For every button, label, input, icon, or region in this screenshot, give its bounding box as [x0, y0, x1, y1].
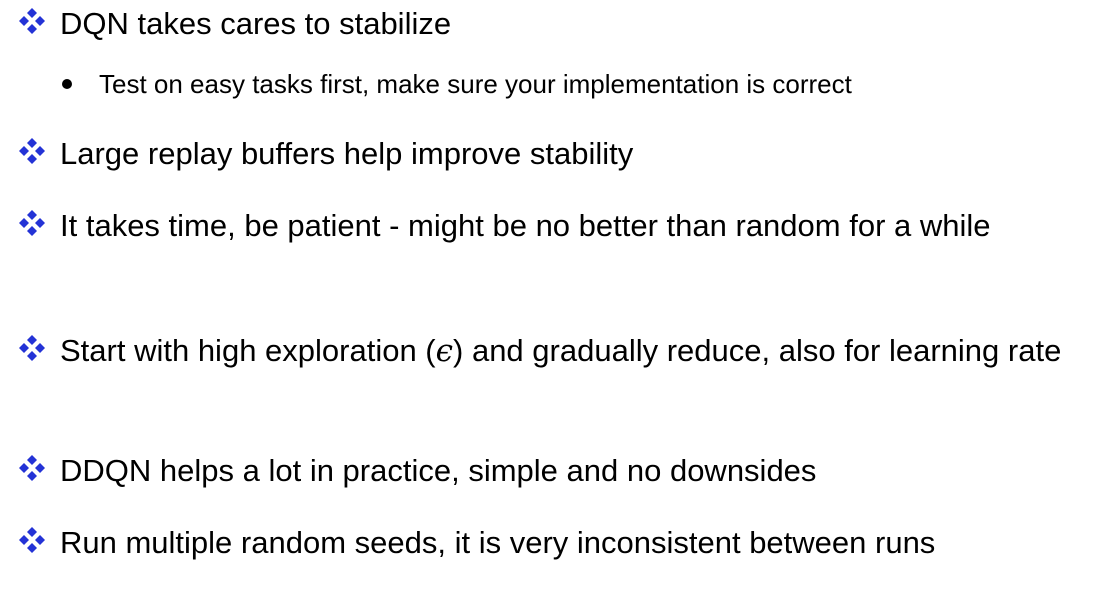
sub-bullet-text: Test on easy tasks first, make sure your…: [99, 69, 852, 99]
bullet-text: Run multiple random seeds, it is very in…: [60, 525, 936, 560]
bullet-text: DDQN helps a lot in practice, simple and…: [60, 453, 817, 488]
bullet-text-end: ) and gradually reduce, also for learnin…: [453, 333, 1062, 368]
bullet-item-4: Start with high exploration (ϵ) and grad…: [18, 328, 1093, 374]
four-diamond-icon: [18, 526, 46, 554]
round-dot-icon: [62, 79, 72, 89]
bullet-text: Large replay buffers help improve stabil…: [60, 136, 634, 171]
bullet-text: It takes time, be patient - might be no …: [60, 208, 991, 243]
bullet-text: DQN takes cares to stabilize: [60, 6, 452, 41]
epsilon-symbol: ϵ: [435, 333, 454, 369]
four-diamond-icon: [18, 137, 46, 165]
bullet-item-3: It takes time, be patient - might be no …: [18, 203, 1093, 249]
bullet-text-start: Start with high exploration (: [60, 333, 436, 368]
bullet-item-6: Run multiple random seeds, it is very in…: [18, 520, 1093, 566]
bullet-item-2: Large replay buffers help improve stabil…: [18, 131, 1093, 177]
sub-bullet-item: Test on easy tasks first, make sure your…: [62, 66, 1092, 102]
bullet-item-1: DQN takes cares to stabilize: [18, 1, 1093, 47]
bullet-text: Start with high exploration (ϵ) and grad…: [60, 328, 1061, 374]
bullet-item-5: DDQN helps a lot in practice, simple and…: [18, 448, 1093, 494]
four-diamond-icon: [18, 7, 46, 35]
four-diamond-icon: [18, 209, 46, 237]
four-diamond-icon: [18, 454, 46, 482]
four-diamond-icon: [18, 334, 46, 362]
